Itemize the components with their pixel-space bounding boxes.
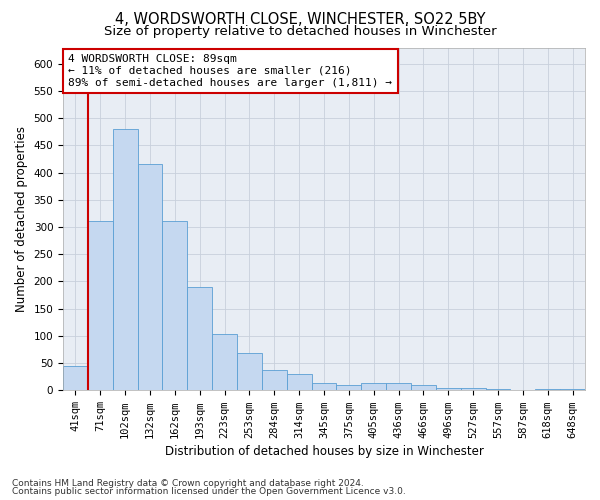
Bar: [137, 164, 163, 390]
Text: 4, WORDSWORTH CLOSE, WINCHESTER, SO22 5BY: 4, WORDSWORTH CLOSE, WINCHESTER, SO22 5B…: [115, 12, 485, 28]
Bar: [436, 388, 461, 390]
Bar: [187, 287, 212, 391]
Bar: [411, 385, 436, 390]
Bar: [88, 221, 113, 390]
Bar: [337, 385, 361, 390]
Bar: [560, 388, 585, 390]
Bar: [311, 384, 337, 390]
Bar: [461, 388, 485, 390]
Bar: [237, 354, 262, 391]
Bar: [386, 384, 411, 390]
Bar: [535, 388, 560, 390]
Bar: [485, 389, 511, 390]
Bar: [361, 384, 386, 390]
Bar: [113, 129, 137, 390]
Bar: [262, 370, 287, 390]
X-axis label: Distribution of detached houses by size in Winchester: Distribution of detached houses by size …: [164, 444, 484, 458]
Y-axis label: Number of detached properties: Number of detached properties: [15, 126, 28, 312]
Bar: [287, 374, 311, 390]
Bar: [212, 334, 237, 390]
Bar: [163, 221, 187, 390]
Text: 4 WORDSWORTH CLOSE: 89sqm
← 11% of detached houses are smaller (216)
89% of semi: 4 WORDSWORTH CLOSE: 89sqm ← 11% of detac…: [68, 54, 392, 88]
Text: Contains public sector information licensed under the Open Government Licence v3: Contains public sector information licen…: [12, 487, 406, 496]
Text: Contains HM Land Registry data © Crown copyright and database right 2024.: Contains HM Land Registry data © Crown c…: [12, 478, 364, 488]
Text: Size of property relative to detached houses in Winchester: Size of property relative to detached ho…: [104, 25, 496, 38]
Bar: [63, 366, 88, 390]
